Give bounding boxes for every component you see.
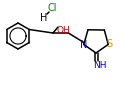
- Text: N: N: [80, 40, 87, 50]
- Text: Cl: Cl: [47, 3, 57, 13]
- Text: NH: NH: [93, 62, 107, 70]
- Text: OH: OH: [56, 25, 70, 34]
- Text: S: S: [107, 39, 113, 49]
- Text: H: H: [40, 13, 48, 23]
